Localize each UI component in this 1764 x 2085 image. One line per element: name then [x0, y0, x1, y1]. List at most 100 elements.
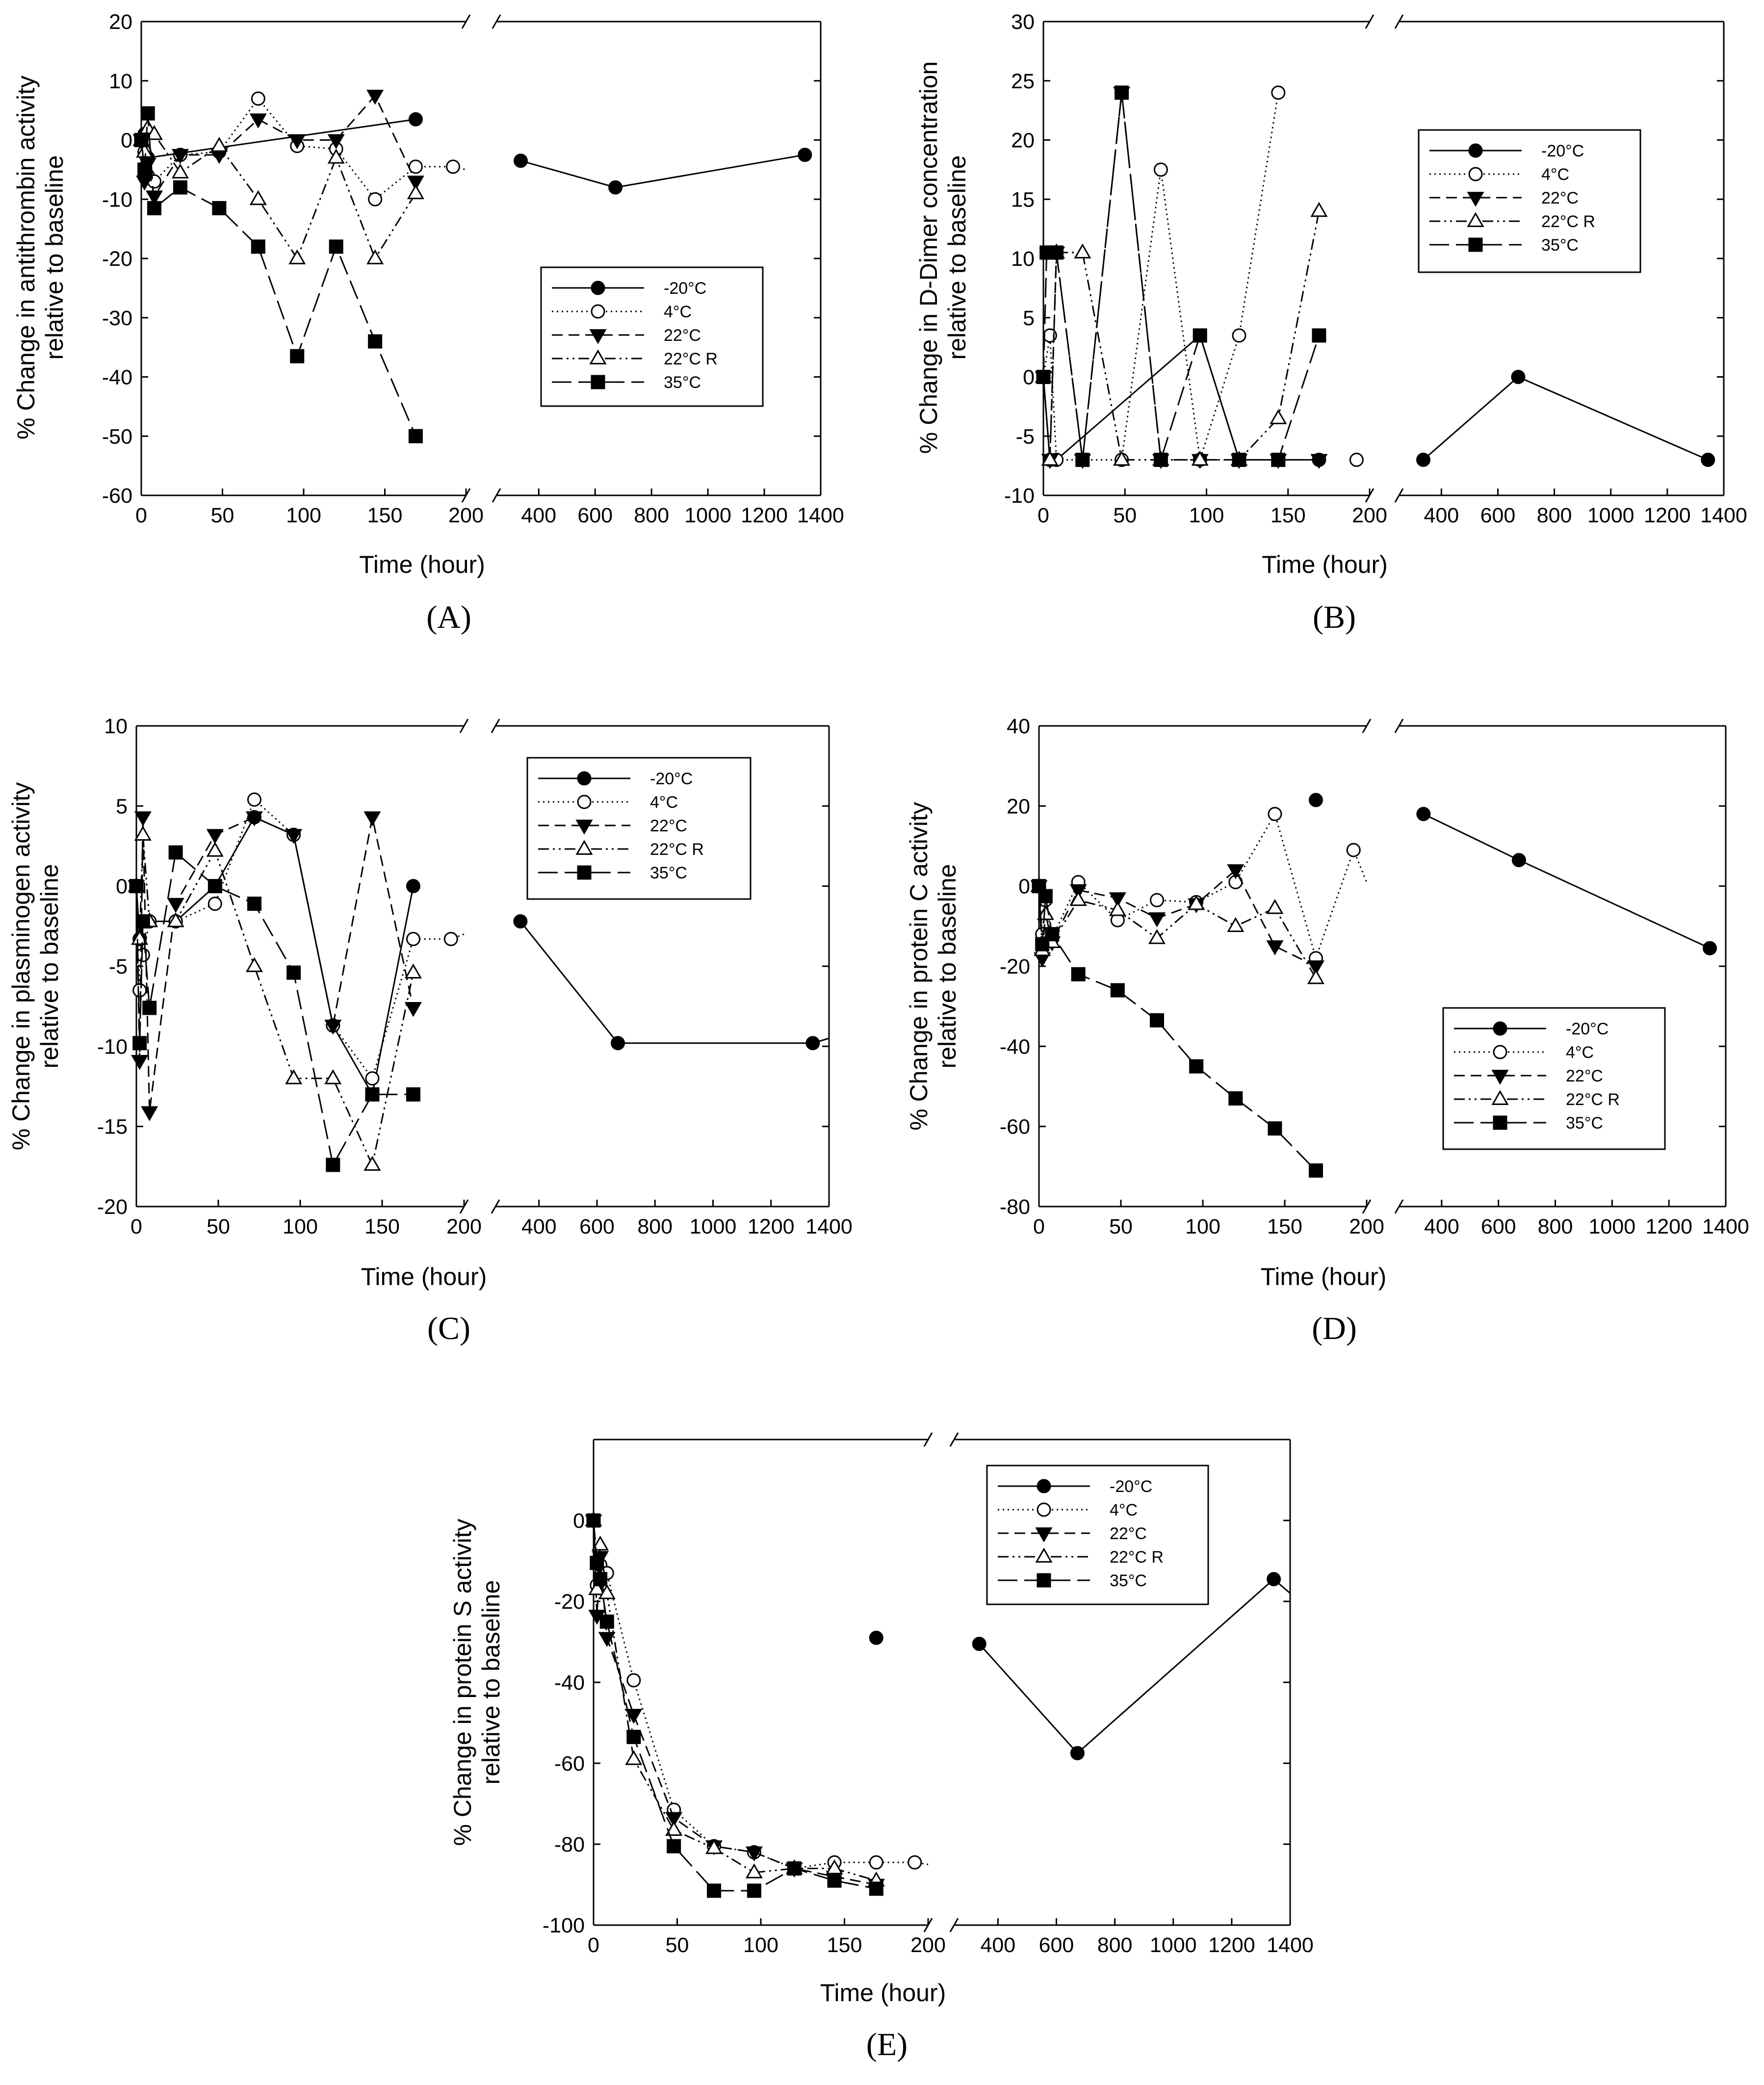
data-point [167, 912, 184, 927]
data-point [327, 149, 345, 164]
x-tick-label: 150 [827, 1933, 862, 1957]
axes-frame-left [1043, 21, 1370, 496]
data-point [869, 1855, 883, 1870]
series-line-right [979, 1578, 1291, 1754]
x-tick-label: 800 [1097, 1933, 1133, 1957]
legend-marker [577, 771, 592, 786]
y-tick-label: -10 [1004, 484, 1035, 508]
x-tick-label: 1400 [805, 1215, 853, 1238]
legend-label: 22°C [664, 326, 701, 345]
data-point [171, 163, 189, 179]
series-line-right [519, 921, 830, 1044]
y-axis-label-line2: relative to baseline [477, 1580, 505, 1785]
y-tick-label: 40 [1007, 715, 1030, 738]
x-tick-label: 100 [743, 1933, 778, 1957]
legend-entry: -20°C [538, 770, 693, 788]
data-point [327, 134, 345, 150]
data-point [593, 1572, 608, 1587]
x-tick-label: 800 [634, 504, 669, 527]
legend-entry: 22°C [1454, 1067, 1603, 1085]
data-point [665, 1812, 683, 1827]
axis-break-mark [949, 1918, 959, 1932]
series-line [593, 1520, 877, 1885]
x-tick-label: 150 [1271, 504, 1306, 527]
data-point [1041, 450, 1059, 466]
data-point [290, 349, 305, 363]
data-point [1049, 245, 1064, 260]
data-point [247, 792, 261, 807]
legend-marker [577, 865, 592, 880]
legend-entry: -20°C [998, 1477, 1152, 1496]
x-tick-label: 800 [637, 1215, 673, 1238]
y-tick-label: 20 [1007, 795, 1030, 818]
legend-label: 22°C [650, 817, 687, 835]
data-point [1075, 453, 1090, 467]
axis-break-mark [492, 14, 501, 29]
legend-entry: 35°C [538, 864, 687, 882]
series-4-C [586, 1513, 929, 1876]
legend-label: 4°C [650, 793, 678, 812]
data-point [1310, 202, 1328, 217]
data-point [1227, 864, 1245, 879]
y-tick-label: -80 [1000, 1195, 1030, 1219]
data-point [665, 1821, 683, 1836]
data-point [1310, 454, 1328, 469]
data-point [805, 1036, 820, 1051]
data-point [406, 879, 420, 894]
legend-label: 22°C R [1566, 1090, 1620, 1109]
x-tick-label: 1400 [1267, 1933, 1314, 1957]
data-point [787, 1861, 802, 1876]
data-point [142, 1001, 157, 1015]
legend-label: 22°C R [1110, 1548, 1164, 1567]
series-line [135, 835, 414, 1167]
series-line [593, 1520, 929, 1870]
data-point [1268, 1121, 1282, 1136]
legend-label: -20°C [664, 279, 706, 298]
data-point [972, 1637, 986, 1651]
legend-entry: 22°C R [552, 349, 718, 368]
x-tick-label: 50 [666, 1933, 689, 1957]
data-point [707, 1883, 722, 1898]
axes-frame-right [1399, 725, 1726, 1208]
data-point [745, 1846, 763, 1862]
data-point [513, 914, 528, 929]
y-tick-label: 15 [1011, 188, 1035, 211]
x-tick-label: 600 [1481, 1215, 1516, 1238]
data-point [1074, 243, 1091, 258]
legend-entry: 22°C R [998, 1547, 1164, 1567]
y-axis-label-line2: relative to baseline [36, 864, 63, 1069]
series-line [1042, 92, 1279, 461]
series-4-C [1036, 85, 1364, 467]
legend-label: 35°C [650, 864, 687, 882]
legend-marker [1467, 192, 1484, 207]
axis-break-mark [923, 1432, 933, 1447]
legend-label: -20°C [1541, 142, 1584, 160]
legend-marker [589, 349, 607, 364]
panel-label: (E) [866, 2027, 908, 2062]
series-35-C [1036, 85, 1326, 467]
x-tick-label: 200 [448, 504, 484, 527]
legend-entry: 35°C [1454, 1114, 1603, 1133]
data-point [368, 334, 383, 349]
series-line [1038, 886, 1317, 1171]
data-point [1416, 453, 1431, 467]
data-point [407, 184, 424, 200]
x-tick-label: 1000 [1589, 1215, 1636, 1238]
data-point [212, 201, 227, 215]
data-point [132, 1036, 147, 1051]
data-point [210, 136, 228, 152]
legend-marker [1493, 1115, 1507, 1130]
x-tick-label: 400 [521, 504, 556, 527]
data-point [285, 1069, 303, 1084]
y-tick-label: -80 [554, 1833, 585, 1856]
data-point [1149, 893, 1164, 907]
x-tick-label: 50 [1113, 504, 1137, 527]
legend-label: 22°C [1541, 189, 1579, 207]
series-line [1042, 211, 1320, 461]
axis-break-mark [491, 719, 500, 733]
legend-marker [1037, 1479, 1051, 1493]
legend-marker [1467, 212, 1484, 227]
series-22-C [585, 1515, 885, 1894]
